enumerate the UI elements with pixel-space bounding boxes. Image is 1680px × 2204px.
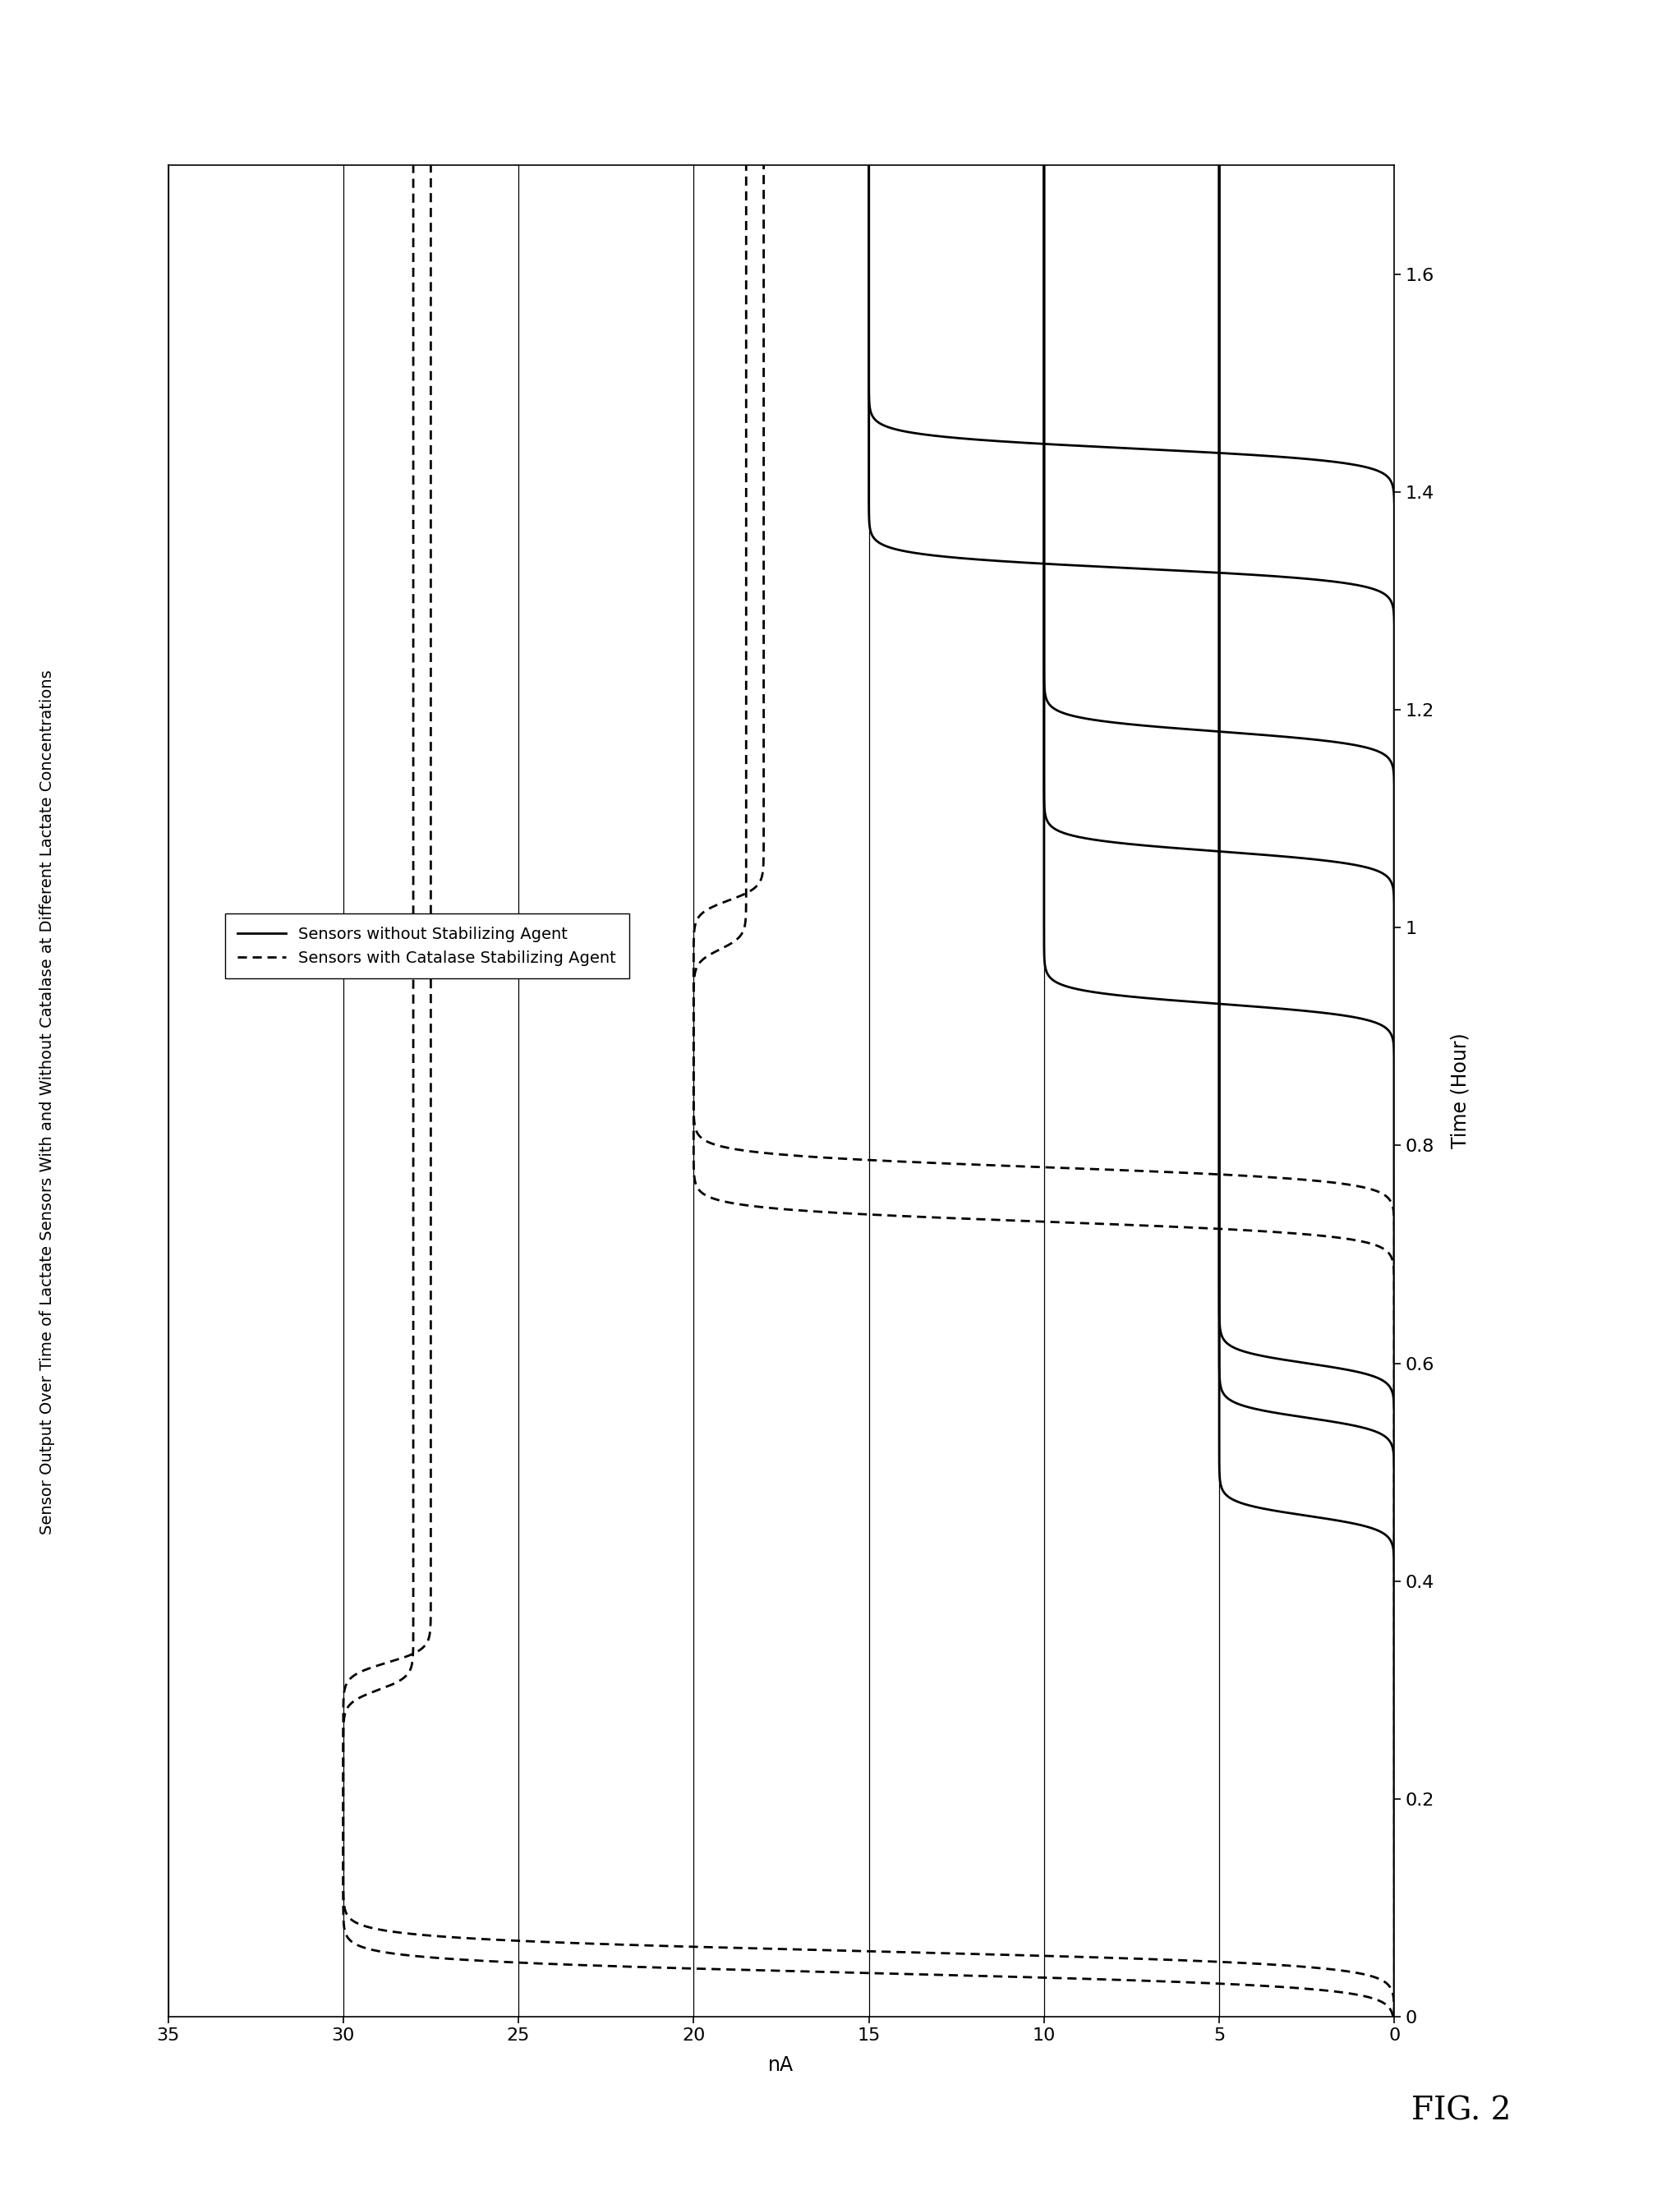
Legend: Sensors without Stabilizing Agent, Sensors with Catalase Stabilizing Agent: Sensors without Stabilizing Agent, Senso… <box>225 915 628 979</box>
Text: Sensor Output Over Time of Lactate Sensors With and Without Catalase at Differen: Sensor Output Over Time of Lactate Senso… <box>39 670 55 1534</box>
Y-axis label: Time (Hour): Time (Hour) <box>1450 1034 1470 1148</box>
Text: FIG. 2: FIG. 2 <box>1411 2096 1512 2127</box>
X-axis label: nA: nA <box>768 2056 795 2074</box>
